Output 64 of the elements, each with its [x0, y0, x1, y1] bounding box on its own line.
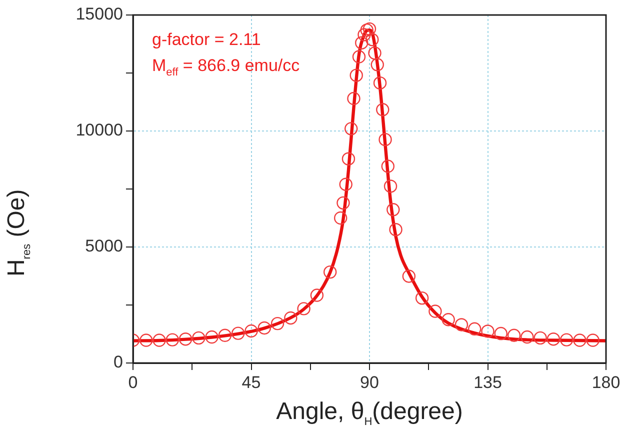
point	[192, 331, 206, 345]
x-tick-label: 90	[360, 372, 379, 392]
point	[270, 316, 284, 330]
annotation: M$_{eff}$ = 866.9 emu/cc	[152, 56, 300, 78]
point	[546, 332, 560, 346]
point	[373, 76, 387, 90]
point	[378, 132, 392, 146]
point	[323, 265, 337, 279]
annotation: g-factor = 2.11	[152, 30, 261, 50]
point	[366, 32, 379, 46]
point	[258, 321, 271, 335]
point	[344, 122, 358, 136]
point	[520, 330, 534, 344]
point	[284, 311, 298, 325]
point	[560, 333, 574, 346]
point	[244, 324, 258, 338]
point	[232, 326, 245, 340]
point	[481, 324, 494, 338]
point	[342, 152, 356, 166]
point	[339, 178, 352, 191]
x-tick-label: 135	[474, 372, 502, 392]
point	[534, 331, 547, 345]
point	[140, 334, 153, 347]
x-tick-label: 0	[128, 372, 138, 392]
point	[362, 22, 376, 36]
point	[507, 328, 521, 342]
point	[415, 291, 429, 305]
point	[368, 46, 382, 60]
point	[352, 50, 366, 64]
point	[442, 313, 455, 326]
point	[355, 36, 368, 50]
point	[166, 333, 180, 346]
point	[336, 196, 350, 210]
y-tick-label: 15000	[76, 4, 123, 24]
point	[297, 302, 310, 316]
point	[428, 304, 442, 318]
y-tick-label: 5000	[85, 236, 123, 256]
point	[152, 334, 166, 347]
point	[360, 23, 374, 37]
y-tick-label: 10000	[76, 120, 123, 140]
point	[386, 203, 400, 216]
x-tick-label: 180	[592, 372, 620, 392]
point	[218, 328, 232, 342]
point	[370, 58, 384, 72]
point	[586, 334, 600, 347]
point	[454, 318, 468, 332]
point	[381, 160, 394, 173]
x-axis-title: Angle, θ$_{H}$(degree)	[275, 398, 464, 428]
point	[384, 180, 398, 193]
point	[205, 330, 218, 344]
point	[402, 270, 416, 283]
point	[178, 332, 192, 346]
y-tick-label: 0	[114, 352, 123, 372]
point	[350, 68, 363, 82]
point	[389, 223, 402, 236]
x-tick-label: 45	[242, 372, 261, 392]
point	[573, 334, 586, 347]
point	[494, 326, 508, 340]
point	[358, 28, 371, 42]
point	[468, 322, 482, 336]
point	[310, 288, 324, 302]
point	[376, 103, 390, 116]
point	[334, 211, 348, 225]
point	[347, 92, 360, 106]
